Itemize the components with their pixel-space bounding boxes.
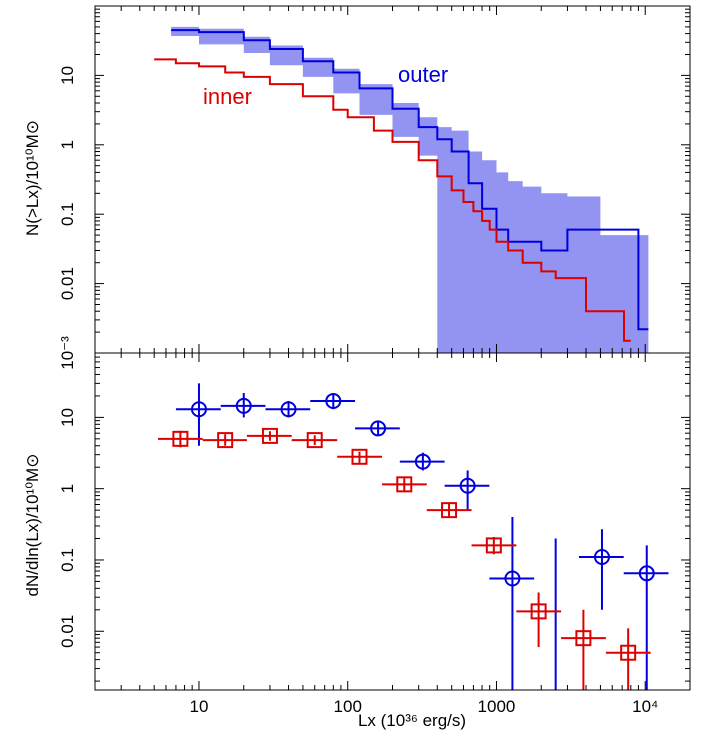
x-tick-label: 1000 [478, 697, 516, 716]
inner-point [247, 429, 292, 443]
outer-point [176, 383, 221, 445]
bottom-panel-frame [95, 353, 690, 690]
y-tick-label: 0.01 [58, 267, 77, 300]
outer-point [445, 470, 490, 510]
x-tick-label: 10⁴ [632, 697, 658, 716]
y-tick-label: 1 [58, 140, 77, 149]
outer-point [221, 393, 266, 417]
annotation-inner: inner [203, 84, 252, 109]
y-tick-label: 1 [58, 484, 77, 493]
outer-point [489, 517, 534, 690]
inner-point [561, 610, 606, 690]
inner-point [158, 431, 203, 448]
y-tick-label: 0.1 [58, 202, 77, 226]
y-tick-label: 0.1 [58, 548, 77, 572]
annotation-outer: outer [398, 62, 448, 87]
inner-point [382, 477, 427, 492]
y-tick-label: 0.01 [58, 615, 77, 648]
inner-point [337, 450, 382, 464]
top-y-axis-label: N(>Lx)/10¹⁰M⊙ [23, 120, 42, 236]
y-tick-label: 10 [58, 408, 77, 427]
outer-point [624, 545, 669, 690]
outer-point [355, 421, 400, 436]
outer-point [400, 453, 445, 471]
inner-point [292, 433, 338, 447]
inner-point [606, 628, 651, 690]
inner-point [472, 537, 517, 554]
outer-point [310, 394, 355, 409]
top-panel: 10⁻³ 0.01 0.1 1 10 outer inner N(>Lx)/10¹⁰M⊙ [23, 6, 690, 370]
outer-point [579, 529, 624, 610]
inner-point [427, 503, 472, 517]
bottom-points-layer [158, 383, 669, 690]
outer-point [265, 401, 310, 417]
inner-point [516, 592, 561, 647]
y-tick-label: 10⁻³ [58, 336, 77, 370]
y-tick-label: 10 [58, 66, 77, 85]
inner-point [203, 433, 247, 447]
bottom-y-axis-label: dN/dln(Lx)/10¹⁰M⊙ [23, 454, 42, 597]
x-tick-label: 10 [190, 697, 209, 716]
x-axis-label: Lx (10³⁶ erg/s) [358, 711, 466, 730]
